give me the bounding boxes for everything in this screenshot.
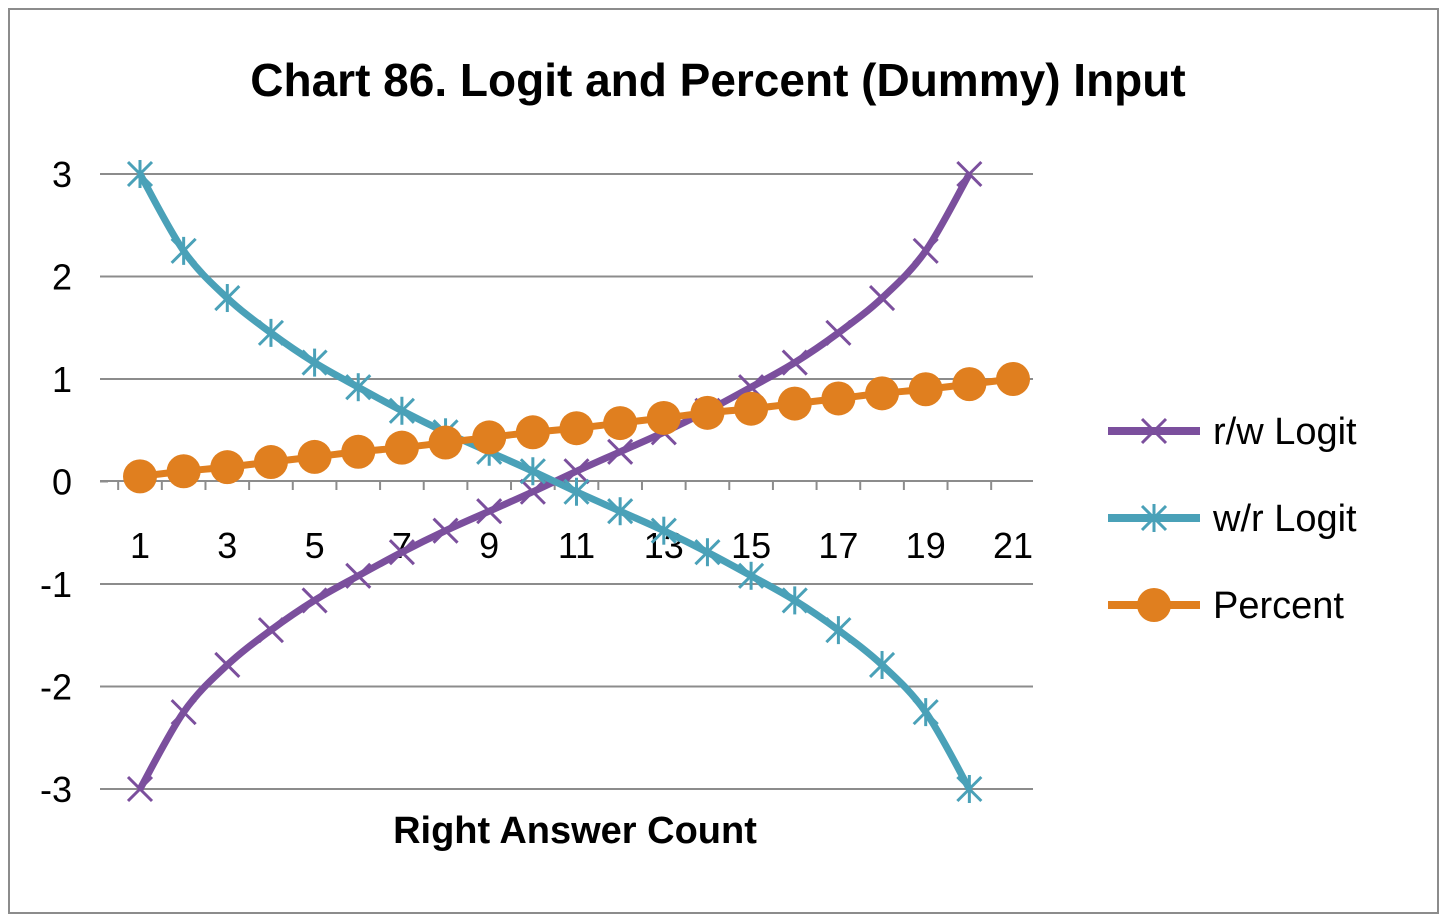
data-point [301,348,328,377]
data-point [607,497,634,526]
y-tick-label: 2 [52,257,72,298]
data-point [952,367,987,402]
data-point [563,458,590,485]
y-tick-label: 0 [52,462,72,503]
data-point [170,236,197,265]
y-axis-ticks: 3 2 1 0 -1 -2 -3 [40,154,72,810]
data-point [257,617,285,644]
series-lines [123,160,1030,803]
legend-marker [1137,588,1171,622]
series-percent [123,362,1030,494]
y-tick-label: 1 [52,359,72,400]
data-point [301,587,328,614]
x-tick-label: 5 [305,525,325,566]
x-tick-label: 17 [818,525,858,566]
x-tick-label: 11 [558,525,595,566]
legend-marker [1140,504,1168,532]
data-point [650,516,677,545]
data-point [777,386,812,421]
legend-item-w-r-logit: w/r Logit [1108,498,1357,540]
data-point [297,439,332,474]
data-point [257,318,285,347]
x-tick-label: 9 [479,525,499,566]
data-point [214,284,241,313]
x-tick-label: 19 [906,525,946,566]
x-axis-label: Right Answer Count [393,810,757,852]
y-tick-label: -3 [40,769,72,810]
data-point [868,284,896,312]
data-point [341,434,376,469]
data-point [432,517,459,544]
data-point [825,616,852,645]
data-point [908,372,943,407]
data-point [912,698,939,727]
legend-label: w/r Logit [1212,498,1357,540]
data-point [738,561,765,590]
legend-label: r/w Logit [1213,411,1357,453]
chart-frame [8,8,1439,914]
data-point [519,457,546,486]
data-point [472,420,507,455]
data-point [428,425,463,460]
data-point [694,538,721,567]
data-point [126,160,154,188]
y-tick-label: -2 [40,667,72,708]
data-point [996,362,1030,396]
legend-label: Percent [1213,585,1344,627]
data-point [868,650,896,679]
x-tick-label: 21 [993,525,1033,566]
x-tick-label: 1 [130,525,150,566]
data-point [515,415,550,450]
data-point [956,160,983,188]
data-point [476,498,503,525]
data-point [126,775,154,803]
data-point [563,477,590,506]
data-point [345,373,372,402]
data-point [603,406,638,441]
data-point [825,319,852,346]
data-point [734,391,769,426]
data-point [253,445,288,480]
data-point [646,400,681,435]
legend-item-r-w-logit: r/w Logit [1108,411,1357,453]
chart-title: Chart 86. Logit and Percent (Dummy) Inpu… [250,54,1185,106]
legend-item-percent: Percent [1108,585,1344,627]
y-tick-label: 3 [52,154,72,195]
data-point [821,381,856,416]
data-point [690,395,725,430]
data-point [214,651,241,679]
data-point [865,376,900,411]
data-point [559,411,594,446]
data-point [384,430,419,465]
data-point [388,396,415,425]
data-point [956,775,983,803]
data-point [781,586,808,615]
data-point [388,539,415,566]
data-point [607,438,634,465]
data-point [210,450,245,485]
data-point [912,237,939,264]
x-axis-ticks: 1 3 5 7 9 11 13 15 17 19 21 [117,481,1033,566]
data-point [123,459,157,494]
legend: r/w Logit w/r Logit Percent [1108,411,1357,627]
data-point [166,454,201,489]
data-point [519,478,546,505]
data-point [781,349,808,376]
legend-marker [1140,417,1168,445]
x-tick-label: 15 [731,525,771,566]
y-tick-label: -1 [40,564,72,605]
data-point [170,699,197,726]
x-tick-label: 3 [217,525,237,566]
data-point [345,562,372,589]
gridlines [100,173,1033,790]
